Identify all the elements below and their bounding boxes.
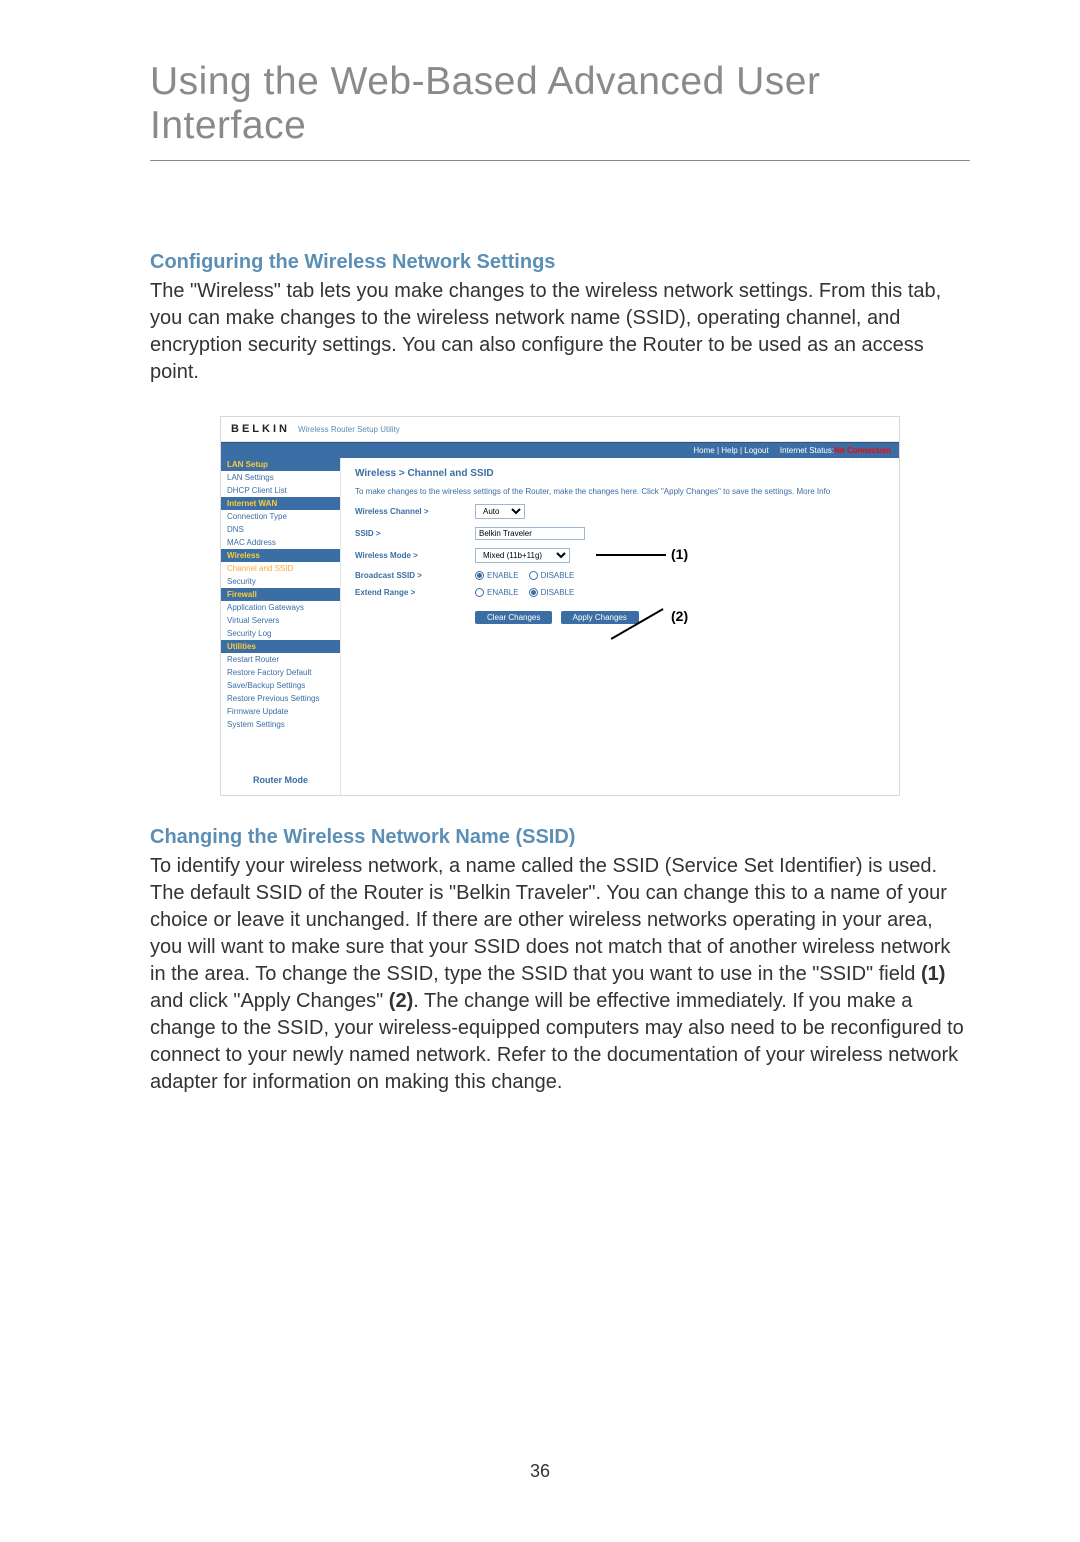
mode-label: Wireless Mode > [355, 551, 475, 560]
sidebar-item[interactable]: Restore Previous Settings [221, 692, 340, 705]
sidebar-item[interactable]: Virtual Servers [221, 614, 340, 627]
annotation-1: (1) [671, 546, 688, 562]
extend-disable[interactable]: DISABLE [529, 588, 575, 597]
sidebar-cat-utilities: Utilities [221, 640, 340, 653]
page-number: 36 [0, 1461, 1080, 1482]
mode-select[interactable]: Mixed (11b+11g) [475, 548, 570, 563]
extend-enable[interactable]: ENABLE [475, 588, 519, 597]
top-links[interactable]: Home | Help | Logout [693, 446, 768, 455]
sidebar-item[interactable]: Security [221, 575, 340, 588]
instructions: To make changes to the wireless settings… [355, 487, 885, 496]
brand: BELKIN [231, 423, 290, 435]
apply-button[interactable]: Apply Changes [561, 611, 639, 624]
sidebar-item[interactable]: Security Log [221, 627, 340, 640]
sidebar-item[interactable]: Application Gateways [221, 601, 340, 614]
sidebar-cat-wireless: Wireless [221, 549, 340, 562]
sidebar-item-channel-ssid[interactable]: Channel and SSID [221, 562, 340, 575]
sidebar-cat-wan: Internet WAN [221, 497, 340, 510]
sidebar-item[interactable]: MAC Address [221, 536, 340, 549]
sidebar-cat-firewall: Firewall [221, 588, 340, 601]
section1-heading: Configuring the Wireless Network Setting… [150, 251, 970, 274]
sidebar-item[interactable]: Save/Backup Settings [221, 679, 340, 692]
sidebar: LAN Setup LAN Settings DHCP Client List … [221, 458, 341, 795]
ssid-input[interactable] [475, 527, 585, 540]
router-screenshot: BELKIN Wireless Router Setup Utility Hom… [220, 416, 900, 796]
brand-sub: Wireless Router Setup Utility [298, 425, 400, 434]
sidebar-item[interactable]: Restore Factory Default [221, 666, 340, 679]
clear-button[interactable]: Clear Changes [475, 611, 552, 624]
router-mode[interactable]: Router Mode [221, 775, 340, 785]
sidebar-cat-lan: LAN Setup [221, 458, 340, 471]
annotation-2: (2) [671, 608, 688, 624]
status-label: Internet Status: [780, 446, 834, 455]
main-panel: Wireless > Channel and SSID To make chan… [341, 458, 899, 795]
section2-text: To identify your wireless network, a nam… [150, 853, 970, 1096]
broadcast-disable[interactable]: DISABLE [529, 571, 575, 580]
breadcrumb: Wireless > Channel and SSID [355, 468, 885, 479]
sidebar-item[interactable]: Firmware Update [221, 705, 340, 718]
sidebar-item[interactable]: Connection Type [221, 510, 340, 523]
sidebar-item[interactable]: System Settings [221, 718, 340, 731]
sidebar-item[interactable]: DHCP Client List [221, 484, 340, 497]
section1-text: The "Wireless" tab lets you make changes… [150, 278, 970, 386]
broadcast-label: Broadcast SSID > [355, 571, 475, 580]
status-value: No Connection [834, 446, 891, 455]
sidebar-item[interactable]: LAN Settings [221, 471, 340, 484]
sidebar-item[interactable]: DNS [221, 523, 340, 536]
channel-select[interactable]: Auto [475, 504, 525, 519]
section2-heading: Changing the Wireless Network Name (SSID… [150, 826, 970, 849]
channel-label: Wireless Channel > [355, 507, 475, 516]
broadcast-enable[interactable]: ENABLE [475, 571, 519, 580]
extend-label: Extend Range > [355, 588, 475, 597]
ssid-label: SSID > [355, 529, 475, 538]
page-title: Using the Web-Based Advanced User Interf… [150, 60, 970, 161]
sidebar-item[interactable]: Restart Router [221, 653, 340, 666]
